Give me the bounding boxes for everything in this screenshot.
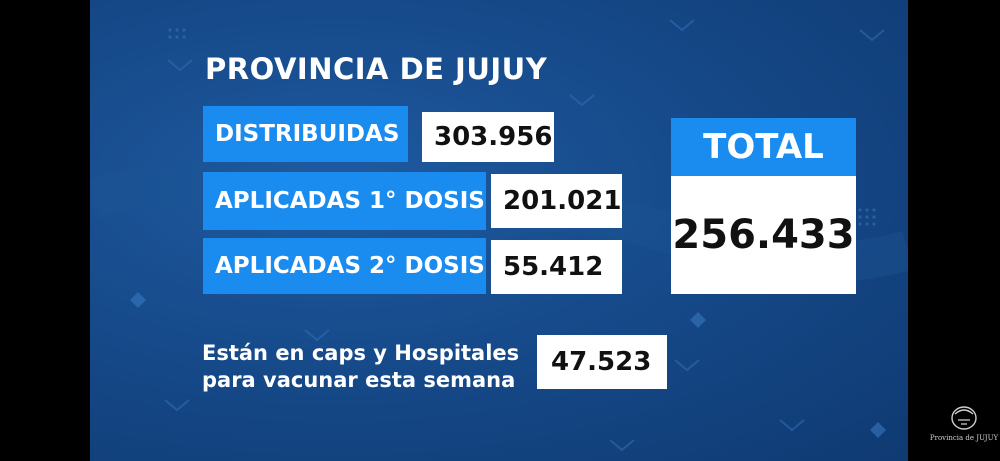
- logo-text: Provincia de JUJUY: [929, 434, 999, 442]
- infographic-panel: PROVINCIA DE JUJUY DISTRIBUIDAS 303.956 …: [90, 0, 908, 461]
- weekly-note-value: 47.523: [537, 335, 667, 389]
- weekly-note: Están en caps y Hospitales para vacunar …: [202, 340, 519, 394]
- total-value: 256.433: [671, 176, 856, 294]
- label-aplicadas-2-dosis: APLICADAS 2° DOSIS: [203, 238, 486, 294]
- weekly-note-line2: para vacunar esta semana: [202, 368, 516, 392]
- provincial-seal-icon: [951, 406, 977, 430]
- total-label: TOTAL: [671, 118, 856, 176]
- value-distribuidas: 303.956: [422, 112, 554, 162]
- weekly-note-line1: Están en caps y Hospitales: [202, 341, 520, 365]
- provincial-logo: Provincia de JUJUY: [930, 402, 998, 448]
- label-distribuidas: DISTRIBUIDAS: [203, 106, 408, 162]
- label-aplicadas-1-dosis: APLICADAS 1° DOSIS: [203, 172, 486, 230]
- page-title: PROVINCIA DE JUJUY: [205, 52, 548, 86]
- value-aplicadas-1-dosis: 201.021: [491, 174, 622, 228]
- value-aplicadas-2-dosis: 55.412: [491, 240, 622, 294]
